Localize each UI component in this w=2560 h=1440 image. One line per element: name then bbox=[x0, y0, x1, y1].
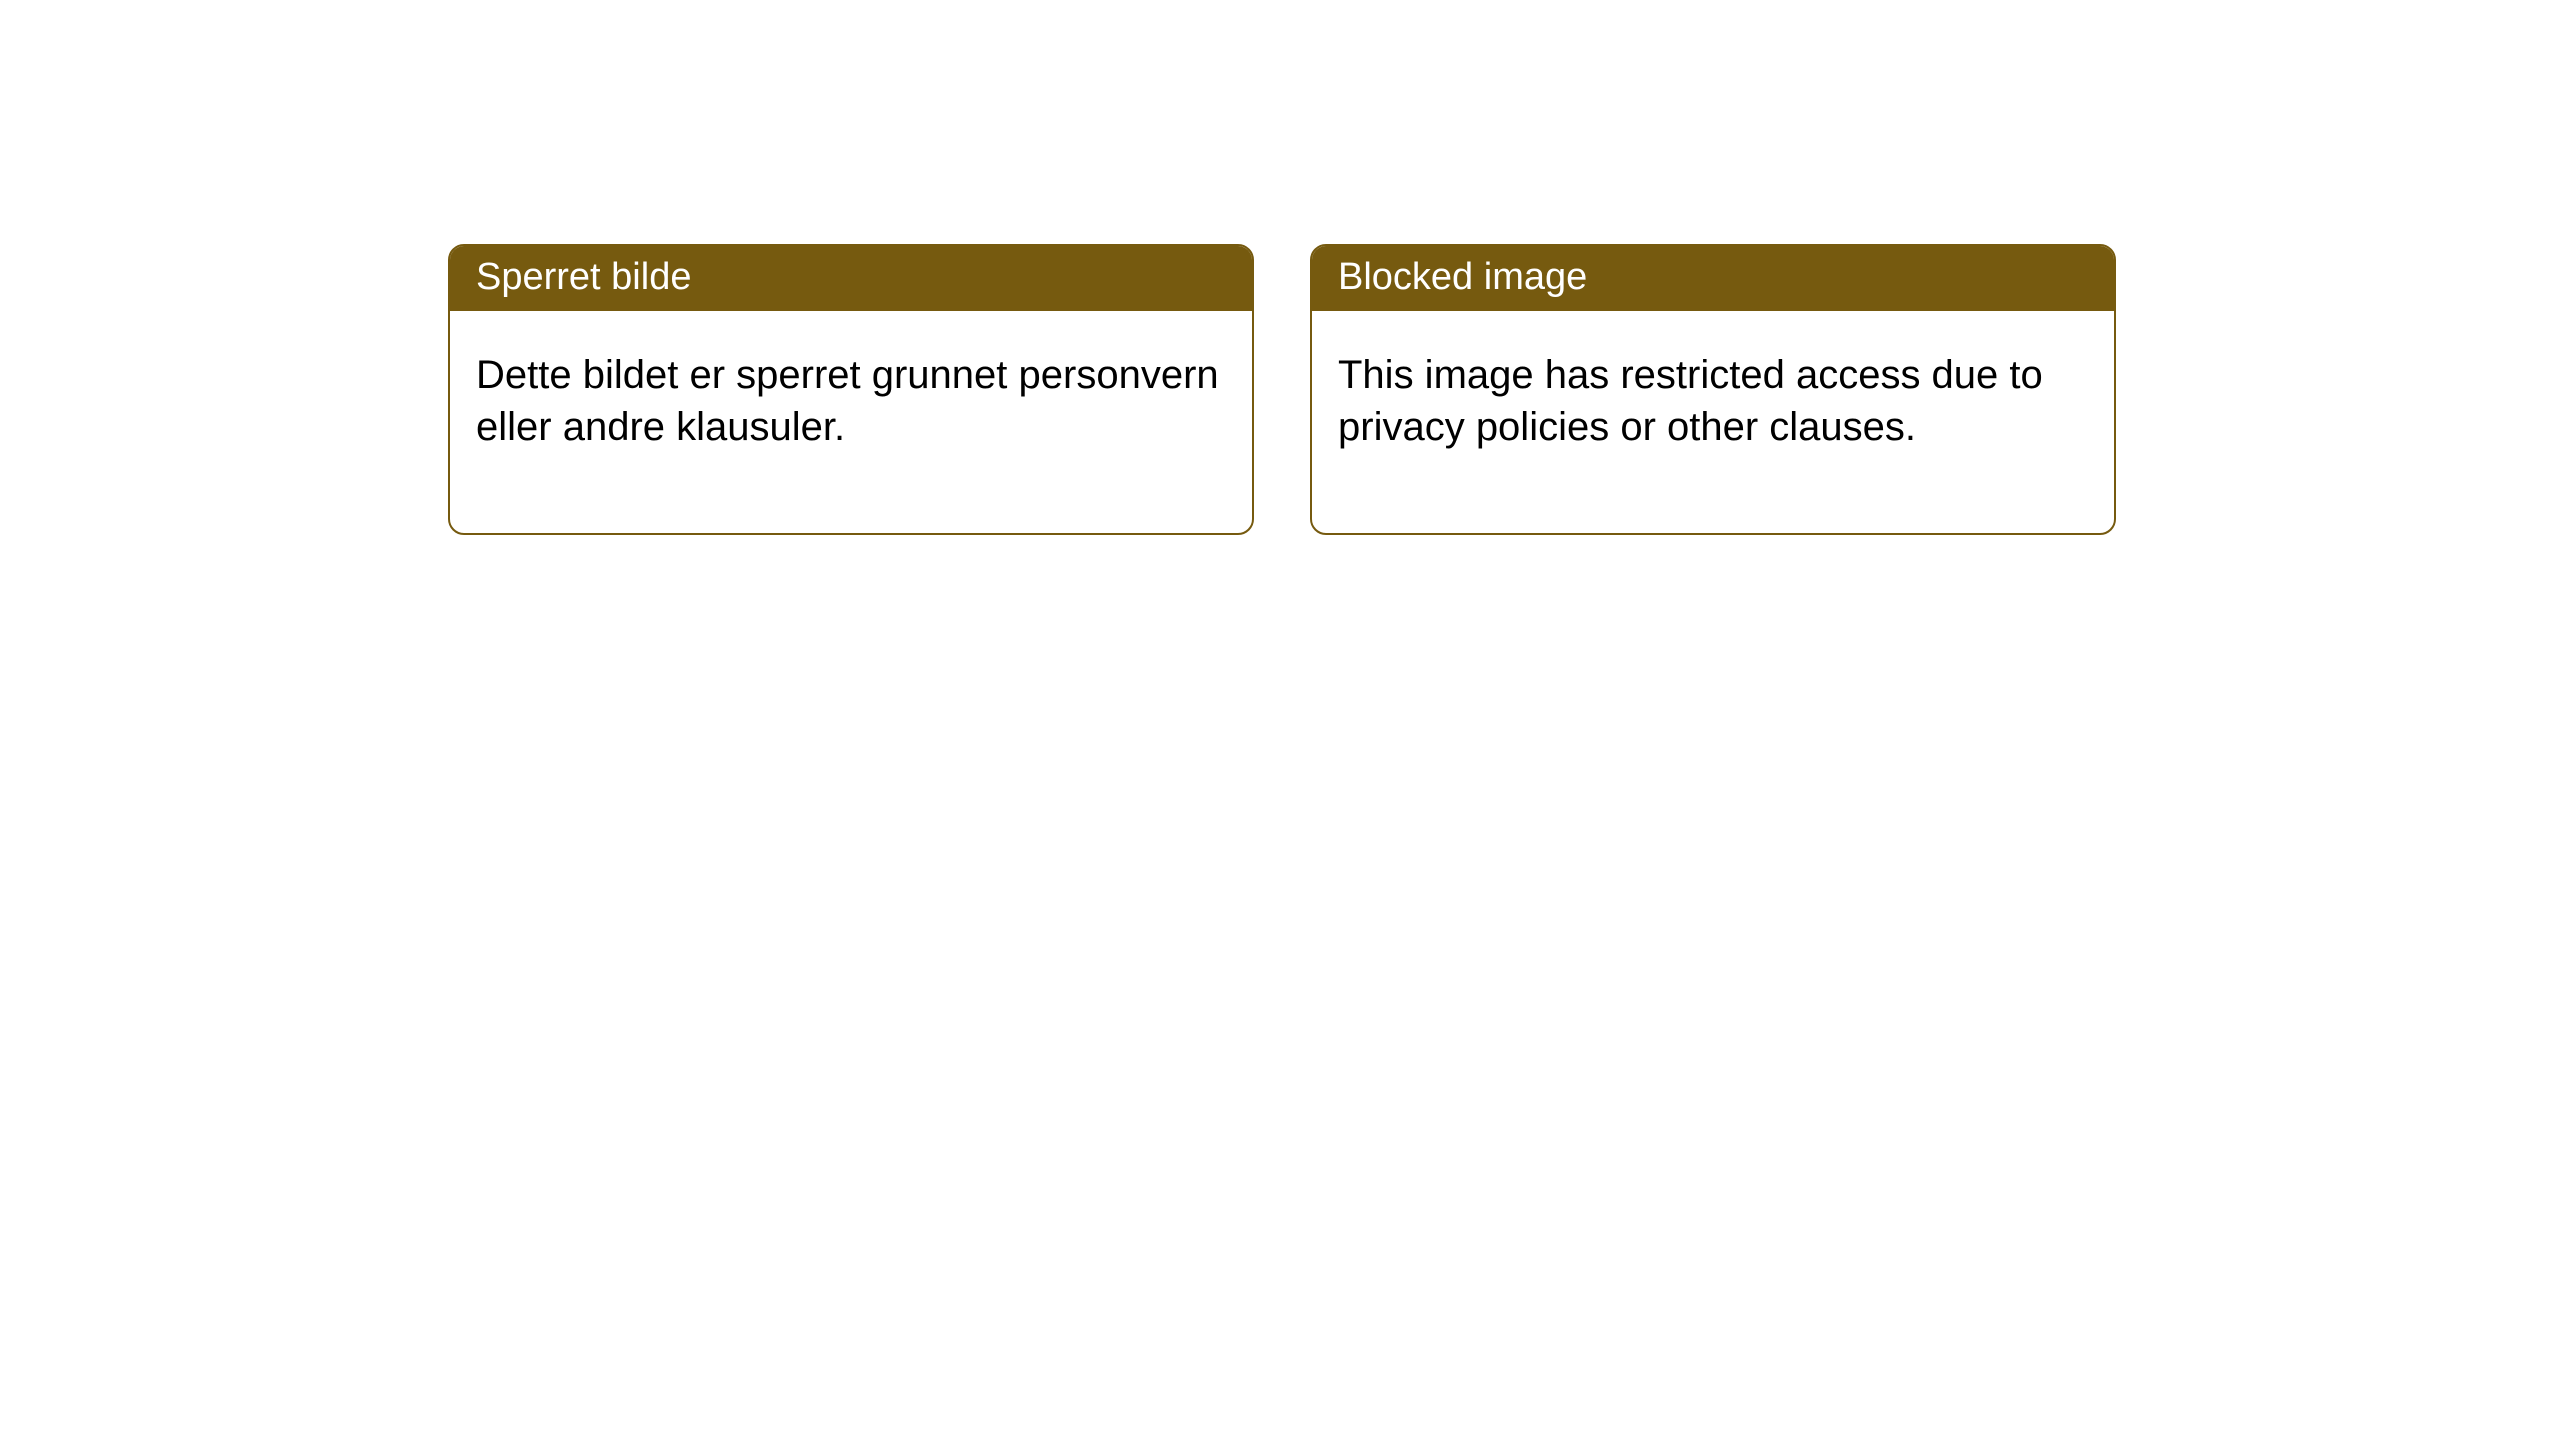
notice-body: Dette bildet er sperret grunnet personve… bbox=[450, 311, 1252, 533]
notice-card-norwegian: Sperret bilde Dette bildet er sperret gr… bbox=[448, 244, 1254, 535]
notice-header: Blocked image bbox=[1312, 246, 2114, 311]
notice-body: This image has restricted access due to … bbox=[1312, 311, 2114, 533]
notice-card-english: Blocked image This image has restricted … bbox=[1310, 244, 2116, 535]
notice-header: Sperret bilde bbox=[450, 246, 1252, 311]
notice-container: Sperret bilde Dette bildet er sperret gr… bbox=[0, 0, 2560, 535]
